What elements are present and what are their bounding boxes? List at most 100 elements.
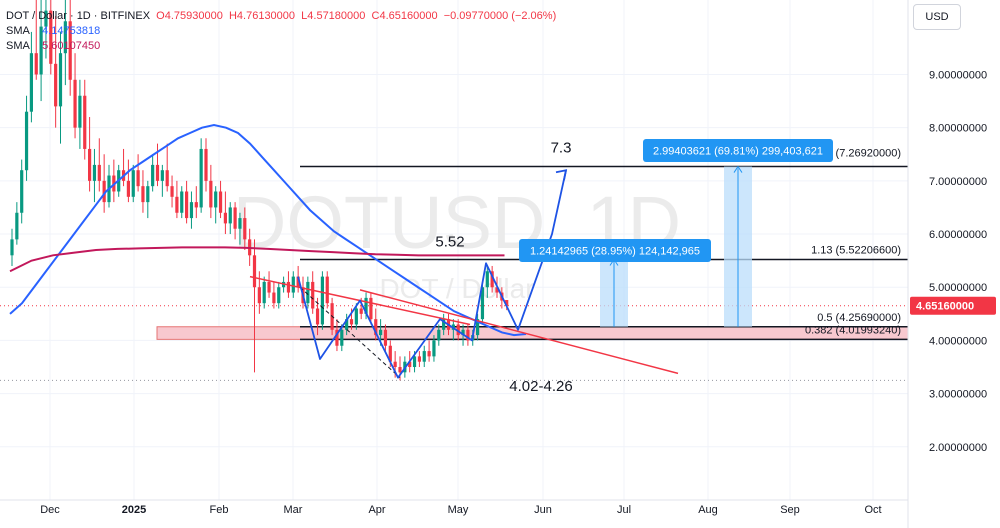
candle-body: [432, 340, 436, 357]
candle-body: [383, 329, 388, 346]
candle-body: [345, 319, 349, 330]
candle-body: [49, 10, 53, 64]
y-tick-label: 5.00000000: [929, 282, 987, 294]
support-zone[interactable]: [156, 326, 909, 340]
last-price-label: 4.65160000: [916, 301, 974, 313]
x-tick-label: Aug: [698, 504, 718, 516]
level-label-0.382: 0.382 (4.01993240): [805, 324, 901, 336]
candle-body: [185, 191, 189, 219]
sma-slow-row[interactable]: SMA 5.60107450: [6, 39, 556, 54]
candle-body: [180, 191, 184, 213]
moving-averages: [9, 123, 527, 337]
time-axis: Dec 2025 Feb Mar Apr May Jun Jul Aug Sep Oct: [0, 499, 908, 516]
candle-body: [291, 276, 295, 293]
annotation-7.3: 7.3: [551, 140, 572, 157]
measure-label-text: 2.99403621 (69.81%) 299,403,621: [653, 146, 823, 158]
low-value: L4.57180000: [301, 10, 366, 22]
candle-body: [189, 202, 194, 219]
x-tick-label: May: [448, 504, 469, 516]
candle-body: [131, 170, 135, 197]
candle-body: [228, 207, 232, 224]
candle-body: [335, 329, 339, 346]
sma-slow-label: SMA: [6, 40, 30, 52]
candle-body: [252, 255, 257, 288]
projection-path[interactable]: [297, 170, 567, 379]
candle-body: [437, 329, 441, 341]
candle-body: [412, 356, 417, 368]
candle-body: [408, 361, 412, 368]
candle-body: [296, 276, 300, 288]
candle-body: [422, 351, 426, 362]
measure-label-bg: [643, 139, 833, 162]
candle-body: [83, 95, 87, 149]
x-tick-label: Feb: [210, 504, 229, 516]
annotation-zone: 4.02-4.26: [509, 378, 572, 395]
candle-body: [480, 287, 485, 320]
candle-body: [223, 212, 227, 224]
candle-body: [364, 297, 368, 314]
x-tick-label: Oct: [864, 504, 881, 516]
wedge-lower-line[interactable]: [359, 289, 679, 375]
candle-body: [262, 281, 266, 304]
candle-body: [54, 63, 58, 107]
candle-body: [214, 191, 218, 208]
candle-body: [141, 186, 145, 203]
candle-body: [311, 281, 315, 309]
candle-body: [39, 26, 43, 75]
candle-body: [398, 367, 402, 373]
x-tick-label: Dec: [40, 504, 60, 516]
measure-arrowhead: [733, 165, 743, 173]
candle-body: [209, 180, 213, 208]
candle-body: [136, 170, 140, 187]
drawings: 1.13 (5.52206600) 0.5 (4.25690000)0.382 (…: [249, 139, 901, 395]
sma-fast-row[interactable]: SMA 4.14753818: [6, 24, 556, 39]
symbol-label: DOT / Dollar · 1D · BITFINEX: [6, 10, 151, 22]
high-value: H4.76130000: [228, 10, 296, 22]
candle-body: [58, 53, 63, 107]
price-axis: 2.00000000 3.00000000 4.00000000 5.00000000…: [907, 0, 1000, 528]
candle-body: [461, 329, 465, 336]
candle-body: [267, 281, 271, 293]
dashed-trend-line[interactable]: [299, 286, 401, 379]
candle-body: [379, 329, 383, 336]
x-tick-label: Jul: [617, 504, 631, 516]
projection-arrowhead: [555, 169, 568, 181]
candle-body: [277, 287, 281, 304]
candle-body: [15, 212, 19, 240]
candle-body: [146, 186, 150, 203]
candle-body: [417, 356, 421, 362]
open-value: O4.75930000: [156, 10, 223, 22]
sma-fast-line: [9, 123, 527, 337]
candle-body: [490, 271, 494, 288]
candle-body: [442, 319, 446, 330]
candle-body: [102, 180, 106, 203]
close-value: C4.65160000: [371, 10, 438, 22]
candle-body: [257, 287, 261, 304]
x-tick-label: Jun: [534, 504, 552, 516]
candle-body: [175, 196, 179, 213]
candle-body: [10, 239, 14, 256]
candle-body: [354, 308, 358, 325]
candle-body: [349, 319, 354, 325]
candle-body: [238, 218, 242, 229]
level-label-0.5: 0.5 (4.25690000): [817, 312, 901, 324]
candle-body: [73, 79, 77, 128]
candle-body: [505, 300, 509, 306]
candle-body: [88, 148, 92, 181]
candle-body: [456, 324, 460, 336]
candle-body: [427, 351, 431, 357]
candle-body: [476, 319, 480, 336]
level-label-1: 1 (7.26920000): [826, 148, 901, 160]
candle-body: [243, 218, 247, 240]
candle-body: [340, 329, 344, 346]
currency-button[interactable]: USD: [913, 4, 961, 30]
candle-body: [151, 164, 155, 187]
candle-body: [369, 297, 373, 320]
candle-body: [286, 281, 291, 293]
x-tick-label: 2025: [122, 504, 146, 516]
y-tick-label: 7.00000000: [929, 176, 987, 188]
candle-body: [199, 148, 203, 208]
candle-body: [315, 308, 320, 325]
candle-body: [29, 53, 33, 112]
